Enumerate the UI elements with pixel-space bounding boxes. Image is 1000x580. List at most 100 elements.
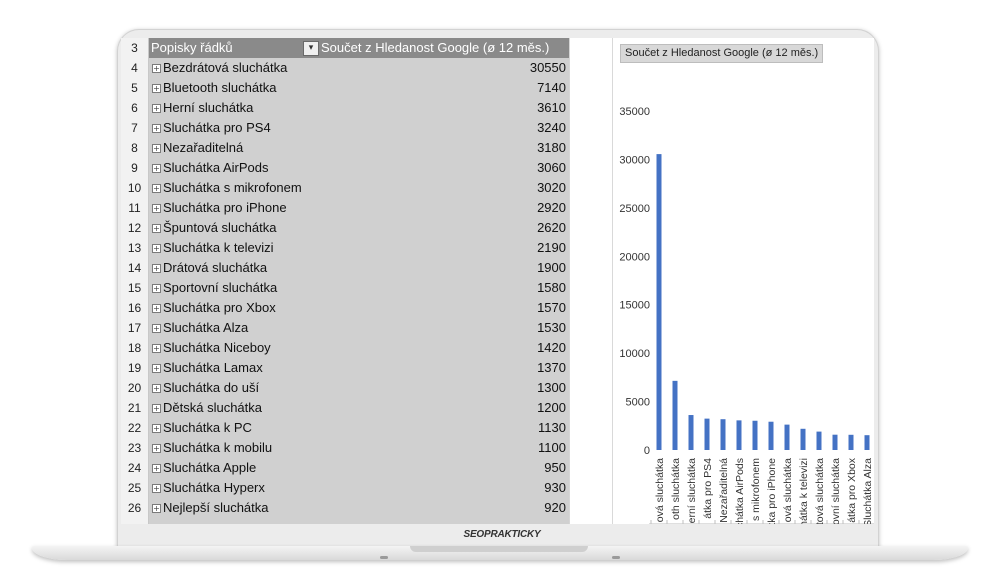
row-value: 1370 bbox=[537, 360, 566, 375]
row-label: Sluchátka s mikrofonem bbox=[163, 180, 302, 195]
header-value-field[interactable]: Součet z Hledanost Google (ø 12 měs.) bbox=[321, 40, 550, 55]
row-number: 16 bbox=[121, 298, 149, 319]
chart-area[interactable] bbox=[612, 38, 874, 524]
bar[interactable] bbox=[864, 435, 870, 450]
table-row[interactable]: + Sluchátka Niceboy 1420 bbox=[149, 338, 569, 359]
x-tick-label: tka pro iPhone bbox=[766, 458, 778, 524]
table-row[interactable]: + Sluchátka pro Xbox 1570 bbox=[149, 298, 569, 319]
row-value: 1900 bbox=[537, 260, 566, 275]
bar-chart[interactable]: 0 5000 10000 15000 20000 25000 30000 35000 ová s… bbox=[612, 38, 874, 524]
table-row[interactable]: + Špuntová sluchátka 2620 bbox=[149, 218, 569, 239]
row-label: Sluchátka pro Xbox bbox=[163, 300, 276, 315]
row-number: 10 bbox=[121, 178, 149, 199]
row-number: 11 bbox=[121, 198, 149, 219]
table-row[interactable]: + Drátová sluchátka 1900 bbox=[149, 258, 569, 279]
table-row[interactable]: + Sluchátka k televizi 2190 bbox=[149, 238, 569, 259]
expand-button[interactable]: + bbox=[152, 124, 161, 133]
expand-button[interactable]: + bbox=[152, 84, 161, 93]
bar[interactable] bbox=[688, 415, 694, 450]
expand-button[interactable]: + bbox=[152, 164, 161, 173]
row-number: 26 bbox=[121, 498, 149, 519]
bar[interactable] bbox=[784, 424, 790, 450]
chart-title[interactable]: Součet z Hledanost Google (ø 12 měs.) bbox=[620, 44, 824, 63]
bar[interactable] bbox=[752, 420, 758, 450]
row-label: Dětská sluchátka bbox=[163, 400, 262, 415]
row-label: Sluchátka k PC bbox=[163, 420, 252, 435]
expand-button[interactable]: + bbox=[152, 404, 161, 413]
expand-button[interactable]: + bbox=[152, 204, 161, 213]
x-tick-label: erní sluchátka bbox=[686, 458, 698, 524]
table-row[interactable]: + Sluchátka Alza 1530 bbox=[149, 318, 569, 339]
table-row[interactable]: + Sluchátka Hyperx 930 bbox=[149, 478, 569, 499]
table-row[interactable]: + Sluchátka k mobilu 1100 bbox=[149, 438, 569, 459]
bar[interactable] bbox=[816, 431, 822, 450]
table-row[interactable]: + Sluchátka AirPods 3060 bbox=[149, 158, 569, 179]
row-value: 7140 bbox=[537, 80, 566, 95]
row-value: 2190 bbox=[537, 240, 566, 255]
expand-button[interactable]: + bbox=[152, 324, 161, 333]
row-value: 2920 bbox=[537, 200, 566, 215]
bar[interactable] bbox=[720, 419, 726, 450]
bar[interactable] bbox=[832, 434, 838, 450]
bar[interactable] bbox=[736, 420, 742, 450]
table-row[interactable]: + Sluchátka k PC 1130 bbox=[149, 418, 569, 439]
row-value: 930 bbox=[544, 480, 566, 495]
row-value: 1130 bbox=[538, 420, 566, 435]
bar[interactable] bbox=[656, 154, 662, 450]
expand-button[interactable]: + bbox=[152, 464, 161, 473]
row-label: Sluchátka k mobilu bbox=[163, 440, 273, 455]
expand-button[interactable]: + bbox=[152, 424, 161, 433]
expand-button[interactable]: + bbox=[152, 264, 161, 273]
table-row[interactable]: + Sluchátka pro iPhone 2920 bbox=[149, 198, 569, 219]
row-number: 14 bbox=[121, 258, 149, 279]
expand-button[interactable]: + bbox=[152, 284, 161, 293]
expand-button[interactable]: + bbox=[152, 244, 161, 253]
bar[interactable] bbox=[800, 428, 806, 450]
table-row[interactable]: + Sluchátka do uší 1300 bbox=[149, 378, 569, 399]
expand-button[interactable]: + bbox=[152, 184, 161, 193]
table-row[interactable]: + Sluchátka s mikrofonem 3020 bbox=[149, 178, 569, 199]
table-row[interactable]: + Dětská sluchátka 1200 bbox=[149, 398, 569, 419]
bar[interactable] bbox=[704, 418, 710, 450]
expand-button[interactable]: + bbox=[152, 64, 161, 73]
bar[interactable] bbox=[848, 434, 854, 450]
expand-button[interactable]: + bbox=[152, 364, 161, 373]
column-divider bbox=[569, 38, 570, 524]
expand-button[interactable]: + bbox=[152, 224, 161, 233]
table-row[interactable]: + Sluchátka pro PS4 3240 bbox=[149, 118, 569, 139]
row-label: Špuntová sluchátka bbox=[163, 220, 277, 235]
filter-dropdown-button[interactable]: ▾ bbox=[303, 41, 319, 56]
row-value: 3180 bbox=[537, 140, 566, 155]
x-tick-label: oth sluchátka bbox=[670, 458, 682, 520]
x-tick-label: átka pro PS4 bbox=[702, 458, 714, 519]
row-value: 1100 bbox=[538, 440, 566, 455]
expand-button[interactable]: + bbox=[152, 144, 161, 153]
table-row[interactable]: + Nejlepší sluchátka 920 bbox=[149, 498, 569, 519]
y-tick-label: 0 bbox=[644, 445, 650, 457]
row-number: 9 bbox=[121, 158, 149, 179]
row-number: 13 bbox=[121, 238, 149, 259]
table-row[interactable]: + Nezařaditelná 3180 bbox=[149, 138, 569, 159]
row-value: 1420 bbox=[537, 340, 566, 355]
bar[interactable] bbox=[672, 380, 678, 450]
table-row[interactable]: + Sportovní sluchátka 1580 bbox=[149, 278, 569, 299]
row-value: 950 bbox=[544, 460, 566, 475]
expand-button[interactable]: + bbox=[152, 444, 161, 453]
table-row[interactable]: + Herní sluchátka 3610 bbox=[149, 98, 569, 119]
expand-button[interactable]: + bbox=[152, 104, 161, 113]
table-row[interactable]: + Bluetooth sluchátka 7140 bbox=[149, 78, 569, 99]
expand-button[interactable]: + bbox=[152, 504, 161, 513]
expand-button[interactable]: + bbox=[152, 484, 161, 493]
row-value: 2620 bbox=[537, 220, 566, 235]
row-value: 1300 bbox=[537, 380, 566, 395]
table-row[interactable]: + Sluchátka Apple 950 bbox=[149, 458, 569, 479]
bar[interactable] bbox=[768, 421, 774, 450]
expand-button[interactable]: + bbox=[152, 304, 161, 313]
table-row[interactable]: + Sluchátka Lamax 1370 bbox=[149, 358, 569, 379]
expand-button[interactable]: + bbox=[152, 344, 161, 353]
expand-button[interactable]: + bbox=[152, 384, 161, 393]
x-tick-label: chátka k televizi bbox=[798, 458, 810, 524]
laptop-foot-right bbox=[612, 556, 620, 559]
table-row[interactable]: + Bezdrátová sluchátka 30550 bbox=[149, 58, 569, 79]
header-row-labels[interactable]: Popisky řádků bbox=[151, 40, 233, 55]
